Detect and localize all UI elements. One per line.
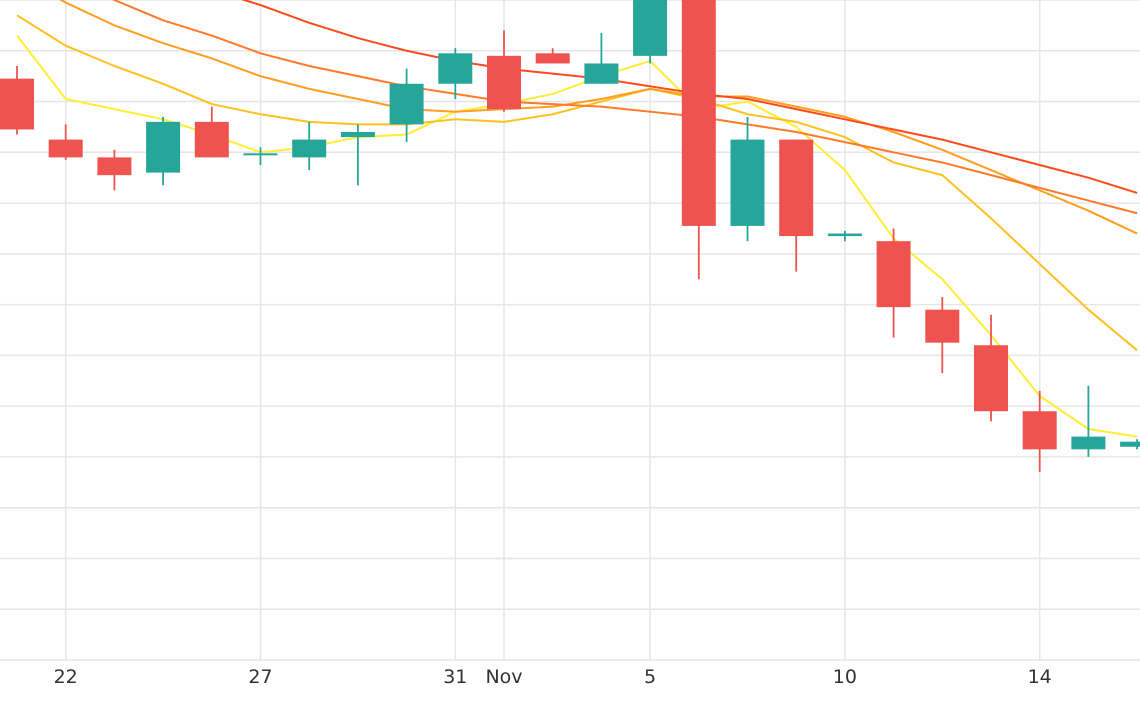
candle-body [243, 153, 278, 156]
x-tick-label: 22 [54, 666, 78, 688]
candle-body [292, 139, 327, 158]
candle-body [584, 63, 619, 84]
candle [1071, 385, 1106, 457]
candle [1120, 439, 1140, 450]
candle [730, 116, 765, 242]
candle [97, 149, 132, 191]
moving-average-layer [16, 0, 1138, 438]
candle-body [438, 53, 473, 84]
x-tick-label: 5 [644, 666, 656, 688]
moving-average-line [112, 0, 1138, 215]
candle [340, 124, 375, 186]
candle [584, 33, 619, 84]
candle [779, 139, 814, 272]
x-tick-label: 10 [833, 666, 857, 688]
candle-body [48, 139, 83, 158]
candle [0, 66, 34, 135]
candle [876, 228, 911, 338]
candle-body [389, 83, 424, 125]
candle [535, 48, 570, 64]
candle-body [827, 233, 862, 237]
candle-body [876, 241, 911, 308]
candle-body [340, 132, 375, 138]
candle [681, 0, 716, 280]
candle-body [535, 53, 570, 64]
candle [243, 147, 278, 165]
x-tick-label: 31 [443, 666, 467, 688]
candle [1022, 390, 1057, 473]
candle [48, 124, 83, 160]
grid-layer [0, 0, 1140, 661]
candle-layer [0, 0, 1140, 473]
x-axis-tick-labels: 22 27 31 Nov 5 10 14 [54, 666, 1052, 688]
moving-average-line [16, 14, 1138, 352]
candle-body [146, 121, 181, 173]
candle [974, 314, 1008, 422]
candle [146, 116, 181, 186]
candle-body [730, 139, 765, 226]
candle [292, 121, 327, 171]
moving-average-line [240, 0, 1138, 194]
candle-body [1071, 436, 1106, 450]
candle-body [487, 55, 521, 110]
candle-body [681, 0, 716, 226]
candle-body [779, 139, 814, 237]
candle-body [97, 157, 132, 176]
candle-body [1022, 411, 1057, 450]
moving-average-line [16, 34, 1138, 438]
candle-body [925, 309, 960, 343]
candle [827, 231, 862, 242]
candle [487, 30, 521, 112]
candle [438, 48, 473, 99]
x-tick-label: 27 [248, 666, 272, 688]
candle-body [194, 121, 229, 158]
candle [194, 106, 229, 158]
candle [925, 297, 960, 374]
x-tick-label: 14 [1028, 666, 1052, 688]
candle [633, 0, 668, 64]
x-tick-label: Nov [485, 666, 522, 688]
candle-body [633, 0, 668, 56]
candle-body [974, 345, 1008, 412]
candle-body [0, 78, 34, 130]
candle-body [1120, 441, 1140, 447]
candle [389, 68, 424, 143]
moving-average-line [59, 0, 1138, 235]
